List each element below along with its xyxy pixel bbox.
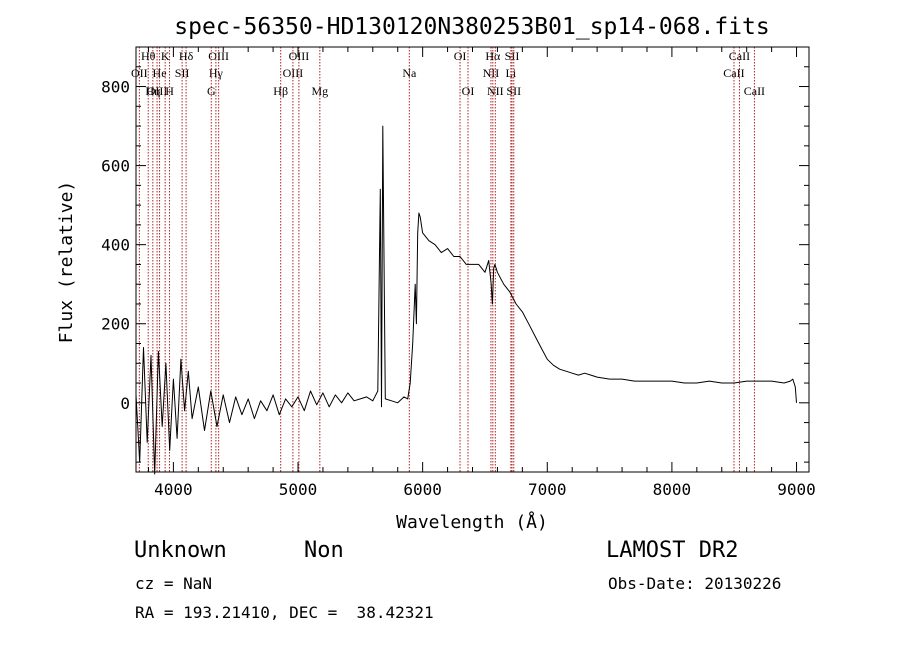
x-tick-label: 8000 bbox=[653, 480, 692, 499]
y-tick-label: 400 bbox=[101, 236, 130, 255]
spectral-line-label: OI bbox=[454, 49, 467, 63]
object-class: Unknown bbox=[134, 538, 227, 563]
x-tick-label: 7000 bbox=[528, 480, 567, 499]
spectral-line-label: K bbox=[161, 49, 170, 63]
spectral-line-label: NII bbox=[483, 66, 500, 80]
spectral-line-label: CaII bbox=[723, 66, 744, 80]
spectral-line-label: NII bbox=[487, 84, 504, 98]
spectral-line-label: SII bbox=[175, 66, 190, 80]
subclass: Non bbox=[304, 538, 344, 563]
x-tick-label: 6000 bbox=[403, 480, 442, 499]
y-tick-label: 800 bbox=[101, 78, 130, 97]
coordinates: RA = 193.21410, DEC = 38.42321 bbox=[135, 603, 434, 622]
spectral-line-label: He bbox=[153, 66, 167, 80]
spectral-line-label: SII bbox=[505, 49, 520, 63]
spectral-line-label: OIII bbox=[147, 84, 168, 98]
y-axis-label: Flux (relative) bbox=[56, 181, 77, 344]
spectral-line-label: Na bbox=[402, 66, 417, 80]
x-tick-label: 5000 bbox=[279, 480, 318, 499]
spectral-line-label: G bbox=[207, 84, 216, 98]
redshift: cz = NaN bbox=[135, 574, 213, 593]
y-tick-label: 600 bbox=[101, 157, 130, 176]
spectral-line-label: Mg bbox=[311, 84, 328, 98]
spectral-line-label: Hη bbox=[145, 84, 160, 98]
series-layer bbox=[135, 125, 797, 475]
plot-frame bbox=[135, 46, 810, 473]
y-tick-label: 0 bbox=[120, 394, 130, 413]
y-tick-label: 200 bbox=[101, 315, 130, 334]
spectral-line-label: SII bbox=[506, 84, 521, 98]
spectral-line-label: CaII bbox=[729, 49, 750, 63]
spectral-line-label: OII bbox=[131, 66, 148, 80]
spectral-line-label: OIII bbox=[208, 49, 229, 63]
spectrum-series-line bbox=[135, 125, 797, 475]
spectral-line-label: Hδ bbox=[179, 49, 194, 63]
spectral-line-label: OI bbox=[462, 84, 475, 98]
spectral-line-label: H bbox=[165, 84, 174, 98]
spectral-line-label: Hα bbox=[485, 49, 501, 63]
survey-name: LAMOST DR2 bbox=[606, 538, 739, 563]
x-tick-label: 9000 bbox=[777, 480, 816, 499]
x-axis-label: Wavelength (Å) bbox=[396, 511, 548, 533]
obs-date: Obs-Date: 20130226 bbox=[608, 574, 782, 593]
chart-title: spec-56350-HD130120N380253B01_sp14-068.f… bbox=[174, 14, 769, 40]
spectral-line-label: CaII bbox=[744, 84, 765, 98]
spectral-line-label: Hβ bbox=[273, 84, 288, 98]
spectral-line-label: Hγ bbox=[209, 66, 224, 80]
spectral-line-label: OIII bbox=[289, 49, 310, 63]
x-tick-label: 4000 bbox=[154, 480, 193, 499]
spectral-line-label: Li bbox=[506, 66, 517, 80]
spectral-line-label: Hθ bbox=[141, 49, 156, 63]
ticks-layer: 4000 5000 6000 7000 8000 9000 0 200 400 600 800 bbox=[101, 46, 816, 499]
spectral-line-label: OIII bbox=[283, 66, 304, 80]
